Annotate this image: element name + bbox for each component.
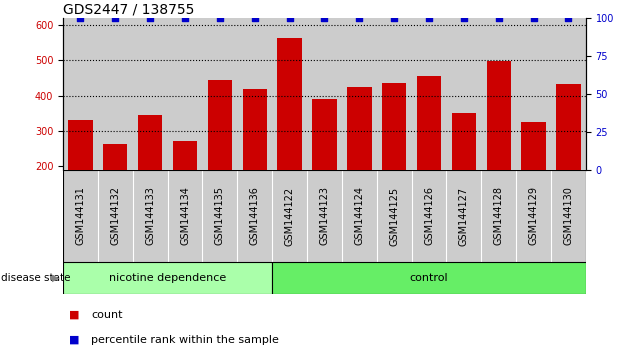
Point (354, 15, 364, 21)
Text: GSM144127: GSM144127 (459, 186, 469, 246)
Bar (481, 18, 516, 170)
Bar (272, 18, 307, 170)
Point (563, 15, 573, 21)
Bar (243, 88, 267, 237)
Text: GSM144130: GSM144130 (563, 187, 573, 245)
Bar (447, 170, 481, 262)
Bar (173, 141, 197, 237)
Text: ■: ■ (69, 310, 80, 320)
Point (319, 15, 329, 21)
Bar (411, 170, 447, 262)
Bar (277, 38, 302, 237)
Text: GSM144129: GSM144129 (529, 187, 539, 245)
Point (110, 15, 120, 21)
Bar (522, 122, 546, 237)
Bar (208, 80, 232, 237)
Point (145, 15, 155, 21)
Text: GSM144134: GSM144134 (180, 187, 190, 245)
Bar (556, 84, 581, 237)
Point (285, 15, 295, 21)
Bar (307, 18, 342, 170)
Point (494, 15, 504, 21)
Text: GSM144123: GSM144123 (319, 187, 329, 245)
Point (389, 15, 399, 21)
Text: GSM144126: GSM144126 (424, 187, 434, 245)
Bar (342, 18, 377, 170)
Bar (202, 170, 238, 262)
Bar (307, 170, 342, 262)
Text: GSM144125: GSM144125 (389, 186, 399, 246)
Text: GSM144135: GSM144135 (215, 187, 225, 245)
Text: ■: ■ (69, 335, 80, 345)
Point (180, 15, 190, 21)
Bar (103, 144, 127, 237)
Text: GSM144128: GSM144128 (494, 187, 504, 245)
Text: GSM144131: GSM144131 (76, 187, 86, 245)
Bar (63, 262, 272, 294)
Bar (168, 18, 202, 170)
Point (215, 15, 225, 21)
Bar (133, 18, 168, 170)
Bar (202, 18, 238, 170)
Bar (481, 170, 516, 262)
Bar (342, 170, 377, 262)
Bar (516, 170, 551, 262)
Bar (63, 170, 98, 262)
Text: GSM144124: GSM144124 (354, 187, 364, 245)
Bar (417, 76, 441, 237)
Bar (272, 170, 307, 262)
Point (424, 15, 434, 21)
Text: GSM144122: GSM144122 (285, 186, 295, 246)
Bar (382, 83, 406, 237)
Bar (516, 18, 551, 170)
Text: disease state: disease state (1, 273, 70, 283)
Bar (133, 170, 168, 262)
Bar (312, 99, 336, 237)
Bar (238, 18, 272, 170)
Text: GDS2447 / 138755: GDS2447 / 138755 (63, 2, 195, 17)
Point (249, 15, 260, 21)
Bar (411, 18, 447, 170)
Text: control: control (410, 273, 449, 283)
Bar (98, 170, 133, 262)
Bar (377, 18, 411, 170)
Bar (347, 87, 372, 237)
Text: ▶: ▶ (52, 273, 60, 283)
Point (459, 15, 469, 21)
Point (529, 15, 539, 21)
Text: GSM144133: GSM144133 (145, 187, 155, 245)
Bar (377, 170, 411, 262)
Text: GSM144132: GSM144132 (110, 187, 120, 245)
Bar (447, 18, 481, 170)
Bar (168, 170, 202, 262)
Bar (272, 262, 586, 294)
Bar (452, 113, 476, 237)
Text: count: count (91, 310, 123, 320)
Text: percentile rank within the sample: percentile rank within the sample (91, 335, 279, 345)
Point (76, 15, 86, 21)
Bar (138, 115, 163, 237)
Bar (98, 18, 133, 170)
Bar (551, 18, 586, 170)
Bar (238, 170, 272, 262)
Bar (63, 18, 98, 170)
Bar (68, 120, 93, 237)
Text: nicotine dependence: nicotine dependence (109, 273, 226, 283)
Bar (486, 61, 511, 237)
Bar (551, 170, 586, 262)
Text: GSM144136: GSM144136 (249, 187, 260, 245)
